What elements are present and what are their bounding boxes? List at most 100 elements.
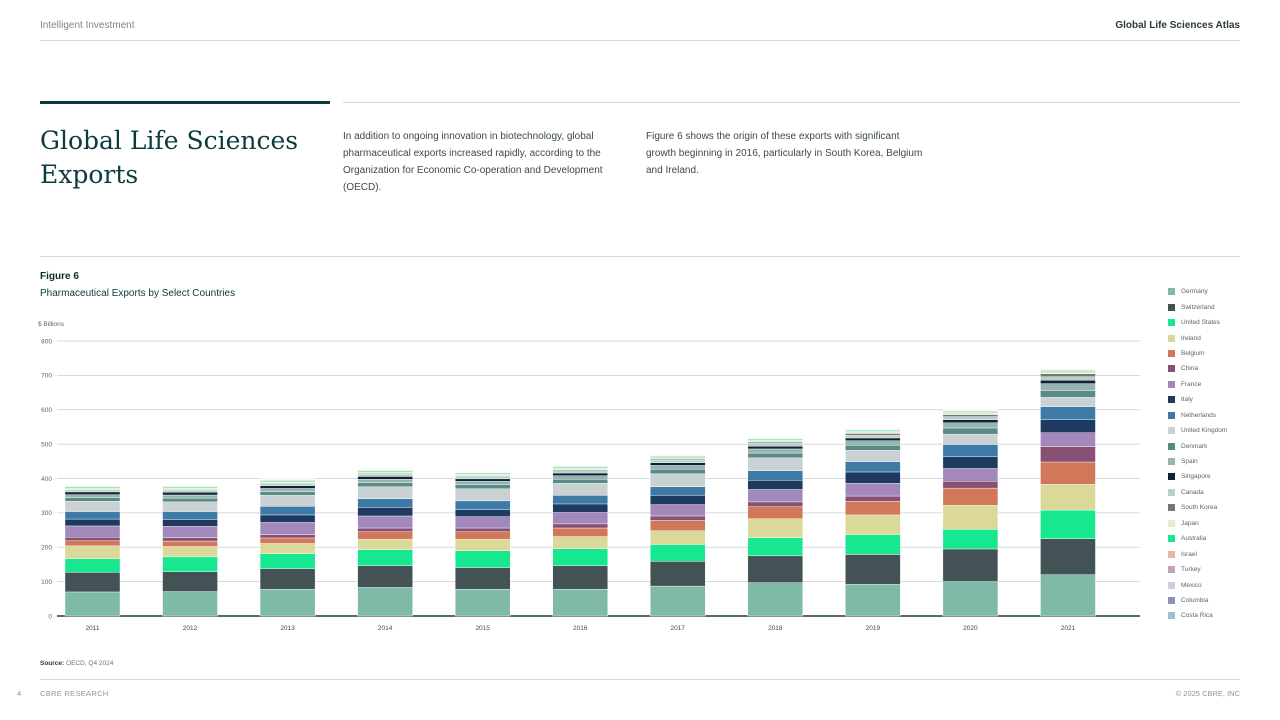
bar-segment-canada bbox=[64, 489, 121, 493]
legend-item: United States bbox=[1168, 315, 1268, 330]
bar-segment-netherlands bbox=[64, 511, 121, 520]
legend-swatch bbox=[1168, 334, 1175, 342]
bar-segment-china bbox=[454, 527, 511, 532]
bar-segment-united-states bbox=[1040, 509, 1096, 539]
bar-segment-belgium bbox=[162, 540, 218, 547]
figure-label: Figure 6 bbox=[40, 271, 79, 282]
bar-segment-spain bbox=[259, 488, 316, 492]
bar-segment-china bbox=[845, 495, 901, 502]
intro-divider bbox=[343, 102, 1240, 103]
bar-segment-netherlands bbox=[162, 511, 218, 520]
bar-segment-south-korea bbox=[845, 433, 901, 436]
legend-item: France bbox=[1168, 377, 1268, 392]
bar-segment-netherlands bbox=[650, 486, 706, 496]
bar-segment-spain bbox=[942, 422, 999, 429]
bar-segment-united-states bbox=[747, 537, 804, 557]
bar-segment-china bbox=[552, 523, 608, 529]
legend-swatch bbox=[1168, 566, 1175, 574]
legend-item: Mexico bbox=[1168, 577, 1268, 592]
legend-swatch bbox=[1168, 380, 1175, 388]
bar-segment-spain bbox=[747, 448, 804, 454]
legend-item: Canada bbox=[1168, 485, 1268, 500]
bar-segment-italy bbox=[162, 519, 218, 527]
bar-segment-singapore bbox=[650, 462, 706, 466]
x-tick-label: 2014 bbox=[378, 625, 393, 632]
bar-segment-canada bbox=[259, 483, 316, 486]
page-title: Global Life Sciences Exports bbox=[40, 126, 299, 189]
bar-segment-italy bbox=[942, 456, 999, 469]
y-tick-label: 300 bbox=[41, 510, 52, 517]
bar-segment-japan bbox=[747, 440, 804, 443]
legend-item: Switzerland bbox=[1168, 299, 1268, 314]
bar-segment-united-kingdom bbox=[162, 501, 218, 512]
header-divider bbox=[40, 40, 1240, 41]
bar-segment-south-korea bbox=[942, 414, 999, 417]
bar-segment-italy bbox=[454, 509, 511, 517]
bar-segment-japan bbox=[357, 471, 413, 474]
bar-segment-ireland bbox=[942, 505, 999, 530]
bar-segment-canada bbox=[845, 434, 901, 439]
bar-segment-denmark bbox=[64, 497, 121, 502]
bar-segment-singapore bbox=[357, 476, 413, 480]
bar-segment-switzerland bbox=[942, 548, 999, 582]
bar-segment-italy bbox=[650, 495, 706, 505]
bar-segment-united-kingdom bbox=[747, 457, 804, 471]
bar-segment-denmark bbox=[357, 482, 413, 487]
bar-segment-ireland bbox=[552, 536, 608, 549]
bar-segment-canada bbox=[454, 476, 511, 480]
legend-swatch bbox=[1168, 303, 1175, 311]
legend-item: Costa Rica bbox=[1168, 608, 1268, 623]
bar-segment-germany bbox=[552, 588, 608, 617]
legend-swatch bbox=[1168, 365, 1175, 373]
bar-segment-belgium bbox=[747, 506, 804, 519]
bar-segment-netherlands bbox=[357, 498, 413, 508]
bar-stack-2021 bbox=[1040, 367, 1096, 617]
legend-item: Singapore bbox=[1168, 469, 1268, 484]
bar-segment-japan bbox=[259, 481, 316, 484]
legend-swatch bbox=[1168, 288, 1175, 296]
legend-item: Belgium bbox=[1168, 346, 1268, 361]
y-tick-label: 800 bbox=[41, 338, 52, 345]
bar-segment-united-states bbox=[454, 550, 511, 568]
bar-segment-france bbox=[64, 525, 121, 538]
bar-segment-germany bbox=[454, 588, 511, 617]
bar-segment-ireland bbox=[650, 530, 706, 545]
bar-segment-belgium bbox=[1040, 461, 1096, 485]
bar-segment-netherlands bbox=[454, 500, 511, 510]
x-tick-label: 2016 bbox=[573, 625, 588, 632]
bar-segment-denmark bbox=[942, 427, 999, 435]
x-tick-label: 2020 bbox=[963, 625, 978, 632]
bar-segment-switzerland bbox=[454, 567, 511, 590]
bar-segment-united-kingdom bbox=[454, 488, 511, 502]
chart-bars bbox=[64, 367, 1096, 617]
bar-stack-2014 bbox=[357, 468, 413, 617]
title-accent-bar bbox=[40, 101, 330, 104]
x-tick-label: 2017 bbox=[671, 625, 686, 632]
bar-segment-japan bbox=[552, 467, 608, 470]
bar-segment-united-kingdom bbox=[942, 433, 999, 445]
bar-segment-united-states bbox=[942, 529, 999, 550]
bar-stack-2018 bbox=[747, 437, 804, 617]
legend-label: Switzerland bbox=[1181, 303, 1215, 311]
bar-segment-germany bbox=[162, 591, 218, 617]
bar-segment-singapore bbox=[162, 492, 218, 496]
bar-segment-switzerland bbox=[259, 568, 316, 590]
bar-segment-denmark bbox=[845, 444, 901, 451]
bar-segment-canada bbox=[357, 473, 413, 477]
bar-segment-canada bbox=[650, 460, 706, 463]
bar-segment-germany bbox=[747, 582, 804, 617]
legend-item: Australia bbox=[1168, 531, 1268, 546]
y-tick-label: 500 bbox=[41, 441, 52, 448]
bar-segment-spain bbox=[64, 494, 121, 498]
bar-segment-canada bbox=[747, 443, 804, 447]
bar-segment-switzerland bbox=[747, 555, 804, 583]
legend-label: Canada bbox=[1181, 488, 1204, 496]
bar-segment-belgium bbox=[357, 531, 413, 540]
bar-segment-belgium bbox=[552, 527, 608, 537]
bar-segment-united-kingdom bbox=[259, 495, 316, 507]
source-note: Source: OECD, Q4 2024 bbox=[40, 660, 113, 667]
legend-label: Ireland bbox=[1181, 334, 1201, 342]
bar-segment-spain bbox=[162, 494, 218, 499]
bar-segment-china bbox=[357, 527, 413, 532]
chart-legend: Germany Switzerland United States Ireland Be… bbox=[1168, 284, 1268, 624]
